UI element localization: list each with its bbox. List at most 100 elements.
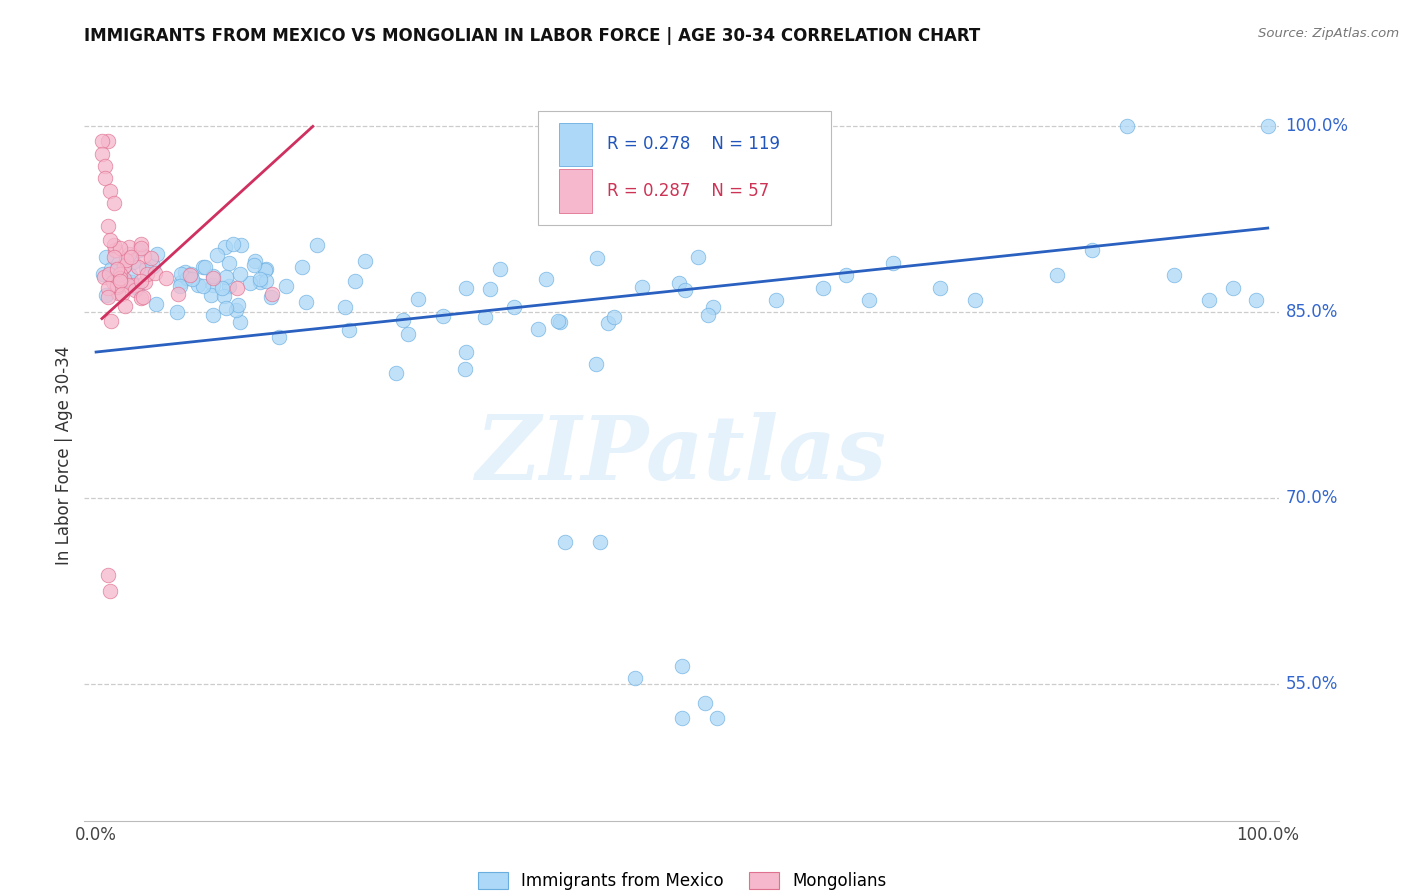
Point bbox=[170, 267, 193, 281]
Point bbox=[391, 313, 413, 327]
Point bbox=[128, 244, 150, 258]
FancyBboxPatch shape bbox=[558, 169, 592, 213]
Text: 70.0%: 70.0% bbox=[1285, 490, 1339, 508]
Point bbox=[103, 196, 125, 211]
Point bbox=[141, 251, 163, 265]
Y-axis label: In Labor Force | Age 30-34: In Labor Force | Age 30-34 bbox=[55, 345, 73, 565]
Legend: Immigrants from Mexico, Mongolians: Immigrants from Mexico, Mongolians bbox=[471, 865, 893, 892]
Point bbox=[225, 280, 247, 294]
Point bbox=[453, 361, 475, 376]
Point bbox=[108, 267, 131, 281]
Point bbox=[112, 272, 135, 286]
Point bbox=[343, 274, 366, 288]
Point bbox=[245, 254, 267, 268]
Point bbox=[243, 258, 266, 272]
Point bbox=[117, 277, 139, 292]
Point bbox=[228, 315, 250, 329]
Point bbox=[194, 260, 217, 274]
Point bbox=[228, 267, 250, 281]
Point bbox=[675, 283, 697, 297]
Point bbox=[702, 300, 724, 314]
Point bbox=[201, 308, 224, 322]
Point bbox=[858, 293, 880, 307]
Point bbox=[589, 534, 612, 549]
Point bbox=[112, 259, 135, 273]
Point bbox=[585, 357, 607, 371]
Point bbox=[254, 274, 277, 288]
Point bbox=[596, 316, 619, 330]
Point bbox=[396, 327, 419, 342]
Point bbox=[1081, 244, 1104, 258]
Text: 55.0%: 55.0% bbox=[1285, 675, 1339, 693]
Point bbox=[98, 184, 121, 198]
Point bbox=[202, 268, 225, 283]
Point bbox=[122, 255, 145, 269]
Point bbox=[274, 278, 297, 293]
Point bbox=[97, 280, 120, 294]
Point bbox=[167, 286, 190, 301]
Point bbox=[105, 262, 128, 277]
Point bbox=[180, 267, 202, 281]
Point bbox=[534, 272, 557, 286]
Text: ZIPatlas: ZIPatlas bbox=[477, 412, 887, 498]
Point bbox=[127, 260, 149, 274]
Point bbox=[586, 251, 609, 265]
Point bbox=[90, 134, 114, 148]
Point bbox=[94, 171, 117, 186]
FancyBboxPatch shape bbox=[538, 112, 831, 225]
Point bbox=[179, 268, 201, 282]
Point bbox=[502, 300, 524, 314]
Point bbox=[97, 290, 120, 304]
Point bbox=[129, 291, 152, 305]
Point bbox=[118, 240, 141, 254]
Point bbox=[200, 288, 222, 302]
Point bbox=[249, 275, 271, 289]
Point bbox=[181, 272, 204, 286]
Point bbox=[260, 286, 283, 301]
FancyBboxPatch shape bbox=[558, 122, 592, 167]
Point bbox=[124, 278, 146, 293]
Point bbox=[187, 278, 209, 293]
Point bbox=[1257, 120, 1279, 134]
Point bbox=[132, 290, 155, 304]
Point bbox=[97, 568, 120, 582]
Point bbox=[134, 275, 156, 289]
Point bbox=[100, 262, 122, 277]
Point bbox=[928, 280, 950, 294]
Point bbox=[212, 289, 235, 303]
Point bbox=[142, 259, 165, 273]
Point bbox=[108, 270, 131, 285]
Point bbox=[811, 280, 834, 294]
Point bbox=[90, 146, 114, 161]
Point bbox=[103, 250, 125, 264]
Point bbox=[112, 260, 135, 274]
Point bbox=[706, 711, 728, 725]
Point bbox=[527, 322, 550, 336]
Point bbox=[97, 134, 120, 148]
Point bbox=[554, 534, 576, 549]
Point bbox=[104, 244, 127, 258]
Point bbox=[267, 330, 290, 344]
Point bbox=[124, 284, 146, 298]
Point bbox=[215, 270, 238, 285]
Point bbox=[333, 300, 356, 314]
Point bbox=[474, 310, 496, 325]
Point bbox=[630, 280, 652, 294]
Point bbox=[135, 262, 157, 277]
Point bbox=[105, 280, 128, 294]
Point bbox=[548, 315, 571, 329]
Text: Source: ZipAtlas.com: Source: ZipAtlas.com bbox=[1258, 27, 1399, 40]
Point bbox=[136, 267, 159, 281]
Point bbox=[98, 267, 121, 281]
Point bbox=[93, 269, 115, 284]
Point bbox=[146, 247, 169, 261]
Point bbox=[354, 253, 377, 268]
Point bbox=[134, 249, 156, 263]
Point bbox=[120, 275, 142, 289]
Point bbox=[294, 295, 316, 310]
Point bbox=[125, 281, 148, 295]
Text: 85.0%: 85.0% bbox=[1285, 303, 1339, 321]
Point bbox=[695, 696, 717, 710]
Point bbox=[214, 240, 236, 254]
Point bbox=[478, 282, 501, 296]
